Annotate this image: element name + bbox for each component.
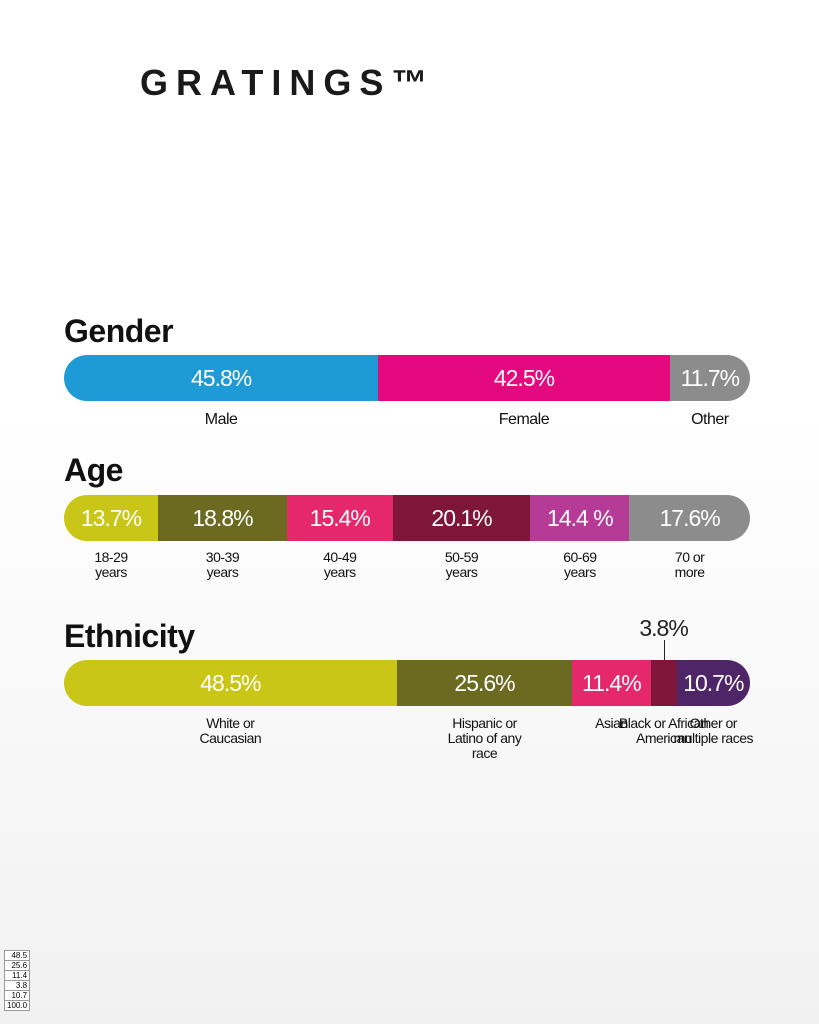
legend-label: 60-69 years [563, 549, 597, 580]
value-label: 15.4% [309, 505, 371, 531]
table-cell: 100.0 [3, 1000, 31, 1011]
bar-track [64, 495, 750, 541]
legend-label: Black or African American [618, 715, 709, 746]
legend-label: Other or multiple races [673, 715, 754, 746]
bar-track [64, 660, 750, 706]
value-label: 3.8% [639, 615, 688, 641]
bar-segment [396, 660, 573, 706]
logo: GRATINGS™ [140, 62, 436, 103]
value-label: 42.5% [493, 365, 555, 391]
leader-line [663, 640, 665, 660]
data-table: 48.5 25.6 11.4 3.8 10.7 100.0 [3, 950, 31, 1011]
value-label: 20.1% [431, 505, 492, 531]
value-label: 17.6% [659, 505, 721, 531]
value-label: 13.7% [80, 505, 142, 531]
bar-track [64, 355, 750, 401]
bar-segment [650, 660, 677, 706]
legend-label: White or Caucasian [199, 715, 262, 746]
bar-segment [676, 660, 750, 706]
bar-segment [286, 495, 393, 541]
value-label: 45.8% [190, 365, 252, 391]
table-cell: 10.7 [3, 990, 31, 1001]
bar-segment [572, 660, 651, 706]
table-cell: 48.5 [3, 950, 31, 961]
chart-title: Ethnicity [64, 618, 195, 654]
table-row: 11.4 [3, 970, 31, 981]
legend-label: 70 or more [674, 549, 705, 580]
value-label: 48.5% [200, 670, 261, 696]
legend-label: 50-59 years [444, 549, 479, 580]
table-row: 25.6 [3, 960, 31, 971]
table-cell: 25.6 [3, 960, 31, 971]
value-label: 11.7% [680, 365, 741, 391]
legend-label: 30-39 years [205, 549, 240, 580]
table-row: 100.0 [3, 1000, 31, 1011]
table-cell: 3.8 [3, 980, 31, 991]
table-row: 10.7 [3, 990, 31, 1001]
bar-segment [378, 355, 670, 401]
legend-label: 18-29 years [94, 549, 128, 580]
legend-label: Male [204, 411, 238, 428]
bar-segment [157, 495, 287, 541]
chart-title: Age [64, 452, 123, 488]
bar-segment [530, 495, 630, 541]
value-label: 10.7% [683, 670, 744, 696]
bar-segment [64, 495, 158, 541]
chart-title: Gender [64, 313, 174, 349]
bar-segment [669, 355, 750, 401]
legend-label: Other [691, 411, 729, 428]
table-row: 48.5 [3, 950, 31, 961]
bar-segment [629, 495, 750, 541]
legend-label: Female [498, 411, 550, 428]
table-row: 3.8 [3, 980, 31, 991]
legend-label: Asian [595, 715, 628, 731]
bar-segment [64, 355, 379, 401]
legend-label: Hispanic or Latino of any race [447, 715, 522, 761]
legend-label: 40-49 years [323, 549, 357, 580]
bar-segment [64, 660, 397, 706]
bar-segment [392, 495, 531, 541]
table-cell: 11.4 [3, 970, 31, 981]
value-label: 18.8% [192, 505, 253, 531]
value-label: 11.4% [582, 670, 642, 696]
value-label: 25.6% [454, 670, 515, 696]
value-label: 14.4 % [547, 505, 614, 531]
